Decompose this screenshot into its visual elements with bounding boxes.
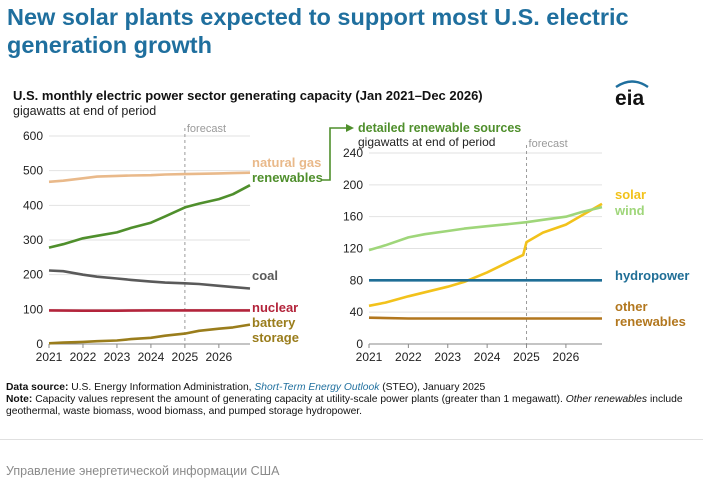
legend-battery: storage	[252, 330, 299, 345]
x-tick-label: 2024	[138, 350, 165, 364]
note-label: Note:	[6, 394, 33, 405]
x-tick-label: 2025	[172, 350, 199, 364]
divider	[0, 439, 703, 440]
data-source-line: Data source: U.S. Energy Information Adm…	[6, 382, 696, 394]
source-post: (STEO), January 2025	[382, 382, 486, 393]
image-caption: Управление энергетической информации США	[6, 464, 280, 478]
notes: Data source: U.S. Energy Information Adm…	[6, 382, 696, 418]
x-tick-label: 2024	[474, 350, 501, 364]
note-italic: Other renewables	[565, 394, 648, 405]
eia-logo-text: eia	[615, 87, 645, 108]
y-tick-label: 600	[23, 129, 43, 143]
y-tick-label: 0	[356, 337, 363, 351]
series-line-coal	[48, 269, 251, 290]
series-line-renewables	[48, 184, 251, 249]
legend-hydropower: hydropower	[615, 268, 689, 283]
x-tick-label: 2023	[434, 350, 461, 364]
legend-other: renewables	[615, 314, 686, 329]
headline: New solar plants expected to support mos…	[7, 4, 629, 58]
source-label: Data source:	[6, 382, 69, 393]
forecast-label: forecast	[187, 123, 226, 135]
series-line-wind	[368, 205, 603, 252]
note-pre: Capacity values represent the amount of …	[35, 394, 563, 405]
x-tick-label: 2022	[70, 350, 97, 364]
series-line-solar	[368, 202, 603, 308]
x-tick-label: 2023	[104, 350, 131, 364]
y-tick-label: 300	[23, 233, 43, 247]
chart-unit: gigawatts at end of period	[13, 104, 157, 118]
y-tick-label: 200	[23, 268, 43, 282]
x-tick-label: 2021	[36, 350, 63, 364]
note-line: Note: Capacity values represent the amou…	[6, 394, 696, 418]
legend-wind: wind	[614, 203, 645, 218]
x-tick-label: 2025	[513, 350, 540, 364]
legend-battery: battery	[252, 315, 296, 330]
chart-title: U.S. monthly electric power sector gener…	[13, 88, 483, 103]
series-line-natural_gas	[48, 171, 251, 184]
legend-nuclear: nuclear	[252, 300, 298, 315]
y-tick-label: 200	[343, 178, 363, 192]
eia-logo: eia	[615, 80, 649, 108]
right-panel: 0 40 80 120 160 200 240 2021 2022 2023 2024 2025 202…	[343, 138, 689, 364]
right-panel-unit: gigawatts at end of period	[358, 135, 495, 149]
y-tick-label: 0	[36, 337, 43, 351]
x-tick-label: 2026	[206, 350, 233, 364]
y-tick-label: 40	[350, 305, 364, 319]
x-tick-label: 2022	[395, 350, 422, 364]
y-tick-label: 400	[23, 198, 43, 212]
connector-arrow	[346, 124, 354, 132]
legend-other: other	[615, 299, 648, 314]
right-panel-title: detailed renewable sources	[358, 121, 521, 135]
x-tick-label: 2026	[553, 350, 580, 364]
y-tick-label: 100	[23, 302, 43, 316]
series-line-battery	[48, 323, 251, 345]
left-panel: 0 100 200 300 400 500 600 2021 2022 2023 2024 2025 2…	[23, 123, 323, 364]
y-tick-label: 500	[23, 164, 43, 178]
y-tick-label: 120	[343, 242, 363, 256]
legend-renewables: renewables	[252, 170, 323, 185]
y-tick-label: 80	[350, 273, 364, 287]
series-line-other	[368, 316, 602, 320]
note-post: include geothermal, waste biomass, wood …	[6, 394, 683, 417]
steo-link[interactable]: Short-Term Energy Outlook	[254, 382, 380, 393]
legend-coal: coal	[252, 268, 278, 283]
y-tick-label: 160	[343, 210, 363, 224]
connector-line	[322, 127, 346, 181]
x-tick-label: 2021	[356, 350, 383, 364]
legend-solar: solar	[615, 187, 646, 202]
forecast-label: forecast	[529, 138, 568, 150]
y-tick-label: 240	[343, 146, 363, 160]
source-pre: U.S. Energy Information Administration,	[71, 382, 252, 393]
legend-natural_gas: natural gas	[252, 155, 321, 170]
